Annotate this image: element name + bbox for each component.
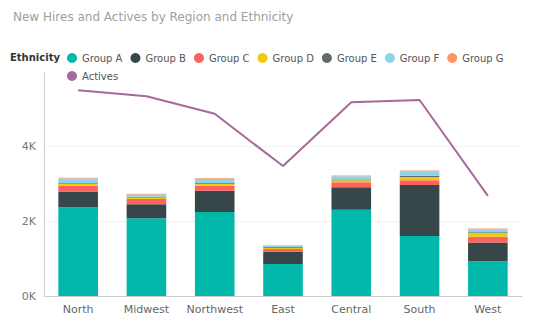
svg-text:Ethnicity: Ethnicity bbox=[10, 52, 60, 63]
svg-text:North: North bbox=[63, 303, 94, 316]
svg-text:Group B: Group B bbox=[145, 53, 186, 64]
svg-text:Midwest: Midwest bbox=[124, 303, 170, 316]
svg-text:New Hires and Actives by Regio: New Hires and Actives by Region and Ethn… bbox=[13, 10, 293, 24]
svg-text:Group D: Group D bbox=[273, 53, 315, 64]
svg-text:4K: 4K bbox=[22, 140, 37, 153]
svg-text:Northwest: Northwest bbox=[186, 303, 243, 316]
svg-text:Group E: Group E bbox=[337, 53, 377, 64]
svg-text:Central: Central bbox=[331, 303, 371, 316]
svg-text:2K: 2K bbox=[22, 215, 37, 228]
svg-text:East: East bbox=[271, 303, 295, 316]
svg-text:Group A: Group A bbox=[82, 53, 123, 64]
svg-text:West: West bbox=[474, 303, 502, 316]
svg-text:Group C: Group C bbox=[209, 53, 250, 64]
svg-text:0K: 0K bbox=[22, 290, 37, 303]
svg-text:Group G: Group G bbox=[462, 53, 503, 64]
svg-text:Group F: Group F bbox=[400, 53, 440, 64]
svg-text:Actives: Actives bbox=[82, 71, 118, 82]
svg-text:South: South bbox=[404, 303, 436, 316]
